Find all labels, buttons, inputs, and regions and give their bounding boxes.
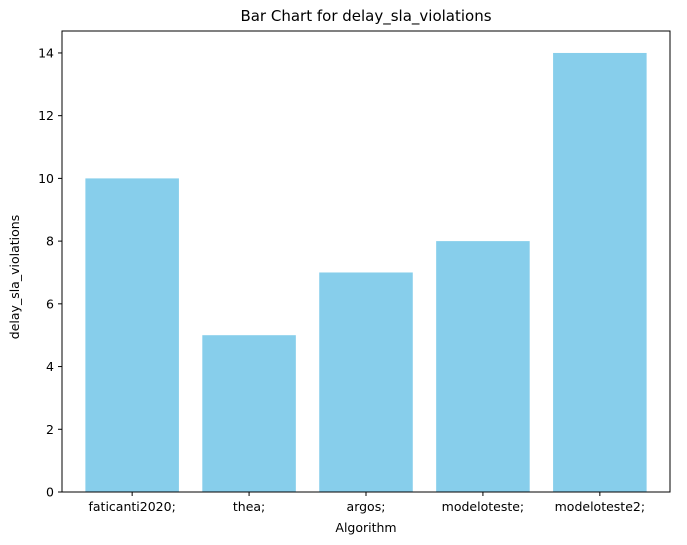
y-tick-label: 0 (46, 485, 54, 500)
bars-group (85, 52, 647, 492)
y-tick-label: 14 (38, 45, 54, 60)
y-tick-label: 8 (46, 234, 54, 249)
x-axis-ticks: faticanti2020; thea; argos; modeloteste; mod… (89, 492, 645, 514)
plot-frame (61, 30, 671, 493)
y-tick-label: 10 (38, 171, 54, 186)
y-tick-label: 12 (38, 108, 54, 123)
x-axis-label: Algorithm (335, 520, 396, 535)
bar-argos (319, 272, 413, 492)
x-tick-label: modeloteste; (442, 499, 524, 514)
bar-thea (202, 335, 296, 492)
x-tick-label: argos; (347, 499, 386, 514)
y-axis-label: delay_sla_violations (7, 215, 22, 339)
x-tick-label: thea; (233, 499, 265, 514)
x-tick-label: faticanti2020; (89, 499, 176, 514)
bar-modeloteste2 (553, 52, 647, 492)
chart-title: Bar Chart for delay_sla_violations (240, 7, 491, 26)
y-tick-label: 4 (46, 359, 54, 374)
bar-faticanti2020 (85, 178, 179, 492)
bar-modeloteste (436, 241, 530, 492)
y-axis-ticks: 0 2 4 6 8 10 12 14 (38, 45, 62, 500)
y-tick-label: 6 (46, 296, 54, 311)
y-tick-label: 2 (46, 422, 54, 437)
x-tick-label: modeloteste2; (555, 499, 645, 514)
